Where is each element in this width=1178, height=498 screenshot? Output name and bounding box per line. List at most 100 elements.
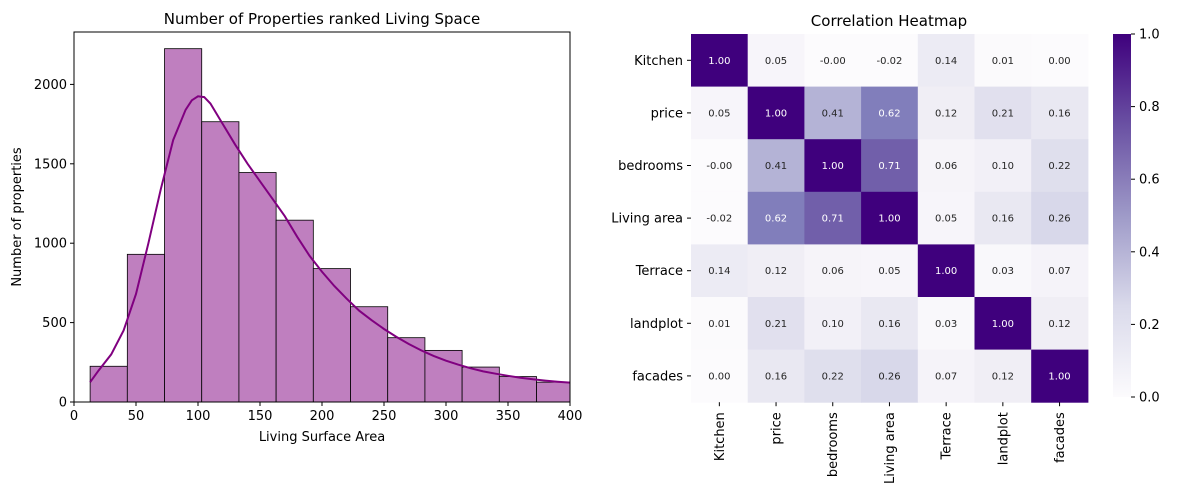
heatmap-cell-value: -0.02 (877, 56, 903, 67)
histogram-bar (350, 306, 389, 403)
heatmap-cells: 1.00 0.05 -0.00 -0.02 0.14 0.01 0.00 0.05 1.00 0.… (691, 34, 1089, 403)
heatmap-column-labels: Kitchen price bedrooms Living area Terrace la… (713, 402, 1068, 484)
histogram-y-label: Number of properties (10, 147, 25, 287)
heatmap-cell-value: 0.14 (935, 56, 957, 67)
row-label: bedrooms (618, 159, 683, 174)
histogram-bar (387, 337, 426, 403)
heatmap-cell-value: 0.62 (878, 108, 900, 119)
heatmap-cell (747, 349, 805, 403)
heatmap-cell (747, 86, 805, 140)
heatmap-cell (861, 244, 919, 298)
heatmap-panel: Correlation Heatmap 1.00 0.05 -0.00 -0.02 0.… (611, 12, 1159, 484)
heatmap-cell (804, 349, 862, 403)
heatmap-cell-value: 0.05 (708, 108, 730, 119)
heatmap-cell (691, 297, 749, 351)
heatmap-cell (1031, 349, 1089, 403)
heatmap-cell-value: 0.41 (765, 161, 787, 172)
x-tick-label: 400 (558, 409, 583, 424)
heatmap-cell (747, 191, 805, 245)
heatmap-cell (691, 139, 749, 193)
heatmap-cell (974, 139, 1032, 193)
heatmap-cell-value: 0.07 (935, 371, 957, 382)
x-tick-label: 350 (496, 409, 521, 424)
heatmap-cell-value: 1.00 (765, 108, 787, 119)
heatmap-cell-value: 0.06 (822, 266, 844, 277)
heatmap-cell-value: -0.02 (706, 214, 732, 225)
heatmap-cell-value: -0.00 (706, 161, 732, 172)
heatmap-cell-value: 0.00 (708, 371, 730, 382)
heatmap-cell-value: 0.26 (1048, 214, 1070, 225)
heatmap-cell (691, 86, 749, 140)
heatmap-cell (917, 86, 975, 140)
heatmap-cell-value: 0.22 (1048, 161, 1070, 172)
x-tick-label: 300 (434, 409, 459, 424)
heatmap-cell-value: -0.00 (820, 56, 846, 67)
colorbar-tick-label: 0.0 (1139, 391, 1160, 406)
heatmap-cell (747, 244, 805, 298)
histogram-bar (89, 365, 128, 403)
heatmap-cell (861, 139, 919, 193)
heatmap-cell-value: 0.10 (822, 319, 844, 330)
column-label: facades (1053, 412, 1068, 463)
heatmap-cell-value: 0.16 (878, 319, 900, 330)
heatmap-cell (1031, 191, 1089, 245)
histogram-bar (164, 48, 203, 403)
histogram-title: Number of Properties ranked Living Space (164, 10, 480, 28)
heatmap-cell (974, 244, 1032, 298)
histogram-y-ticks: 0 500 1000 1500 2000 (34, 78, 74, 411)
histogram-bar (238, 172, 277, 403)
colorbar (1113, 34, 1131, 397)
histogram-bar (536, 381, 571, 403)
heatmap-title: Correlation Heatmap (811, 12, 967, 30)
column-label: Living area (883, 412, 898, 484)
heatmap-cell (804, 139, 862, 193)
heatmap-cell (747, 34, 805, 88)
colorbar-tick-label: 0.6 (1139, 173, 1160, 188)
heatmap-cell (747, 139, 805, 193)
column-label: landplot (996, 412, 1011, 465)
heatmap-cell-value: 0.05 (878, 266, 900, 277)
heatmap-cell-value: 0.62 (765, 214, 787, 225)
heatmap-cell-value: 1.00 (878, 214, 900, 225)
histogram-x-label: Living Surface Area (259, 430, 385, 445)
histogram-bar (126, 253, 165, 403)
heatmap-cell-value: 0.16 (1048, 108, 1070, 119)
colorbar-tick-label: 0.4 (1139, 245, 1160, 260)
heatmap-cell-value: 0.21 (765, 319, 787, 330)
heatmap-cell-value: 1.00 (822, 161, 844, 172)
heatmap-cell (1031, 244, 1089, 298)
heatmap-cell (861, 191, 919, 245)
heatmap-cell (691, 191, 749, 245)
heatmap-cell (691, 244, 749, 298)
heatmap-cell-value: 0.16 (992, 214, 1014, 225)
colorbar-tick-label: 0.8 (1139, 100, 1160, 115)
histogram-bar (461, 366, 500, 403)
colorbar-tick-label: 1.0 (1139, 28, 1160, 43)
heatmap-cell-value: 0.16 (765, 371, 787, 382)
histogram-x-ticks: 0 50 100 150 200 250 300 350 400 (70, 402, 583, 424)
x-tick-label: 150 (248, 409, 273, 424)
heatmap-cell-value: 0.71 (822, 214, 844, 225)
histogram-bar (201, 121, 240, 403)
heatmap-cell (974, 191, 1032, 245)
y-tick-label: 500 (42, 316, 67, 331)
heatmap-cell (747, 297, 805, 351)
heatmap-cell-value: 0.07 (1048, 266, 1070, 277)
heatmap-cell (1031, 139, 1089, 193)
heatmap-cell-value: 0.03 (992, 266, 1014, 277)
heatmap-cell (804, 244, 862, 298)
column-label: Kitchen (713, 412, 728, 461)
heatmap-cell (804, 86, 862, 140)
heatmap-cell-value: 0.12 (935, 108, 957, 119)
heatmap-cell (804, 34, 862, 88)
histogram-bar (498, 376, 537, 403)
histogram-bar (424, 349, 463, 403)
heatmap-cell-value: 0.05 (935, 214, 957, 225)
heatmap-cell (917, 34, 975, 88)
heatmap-cell (861, 349, 919, 403)
heatmap-cell-value: 0.10 (992, 161, 1014, 172)
y-tick-label: 1500 (34, 157, 67, 172)
colorbar-tick-label: 0.2 (1139, 318, 1160, 333)
heatmap-cell (917, 349, 975, 403)
